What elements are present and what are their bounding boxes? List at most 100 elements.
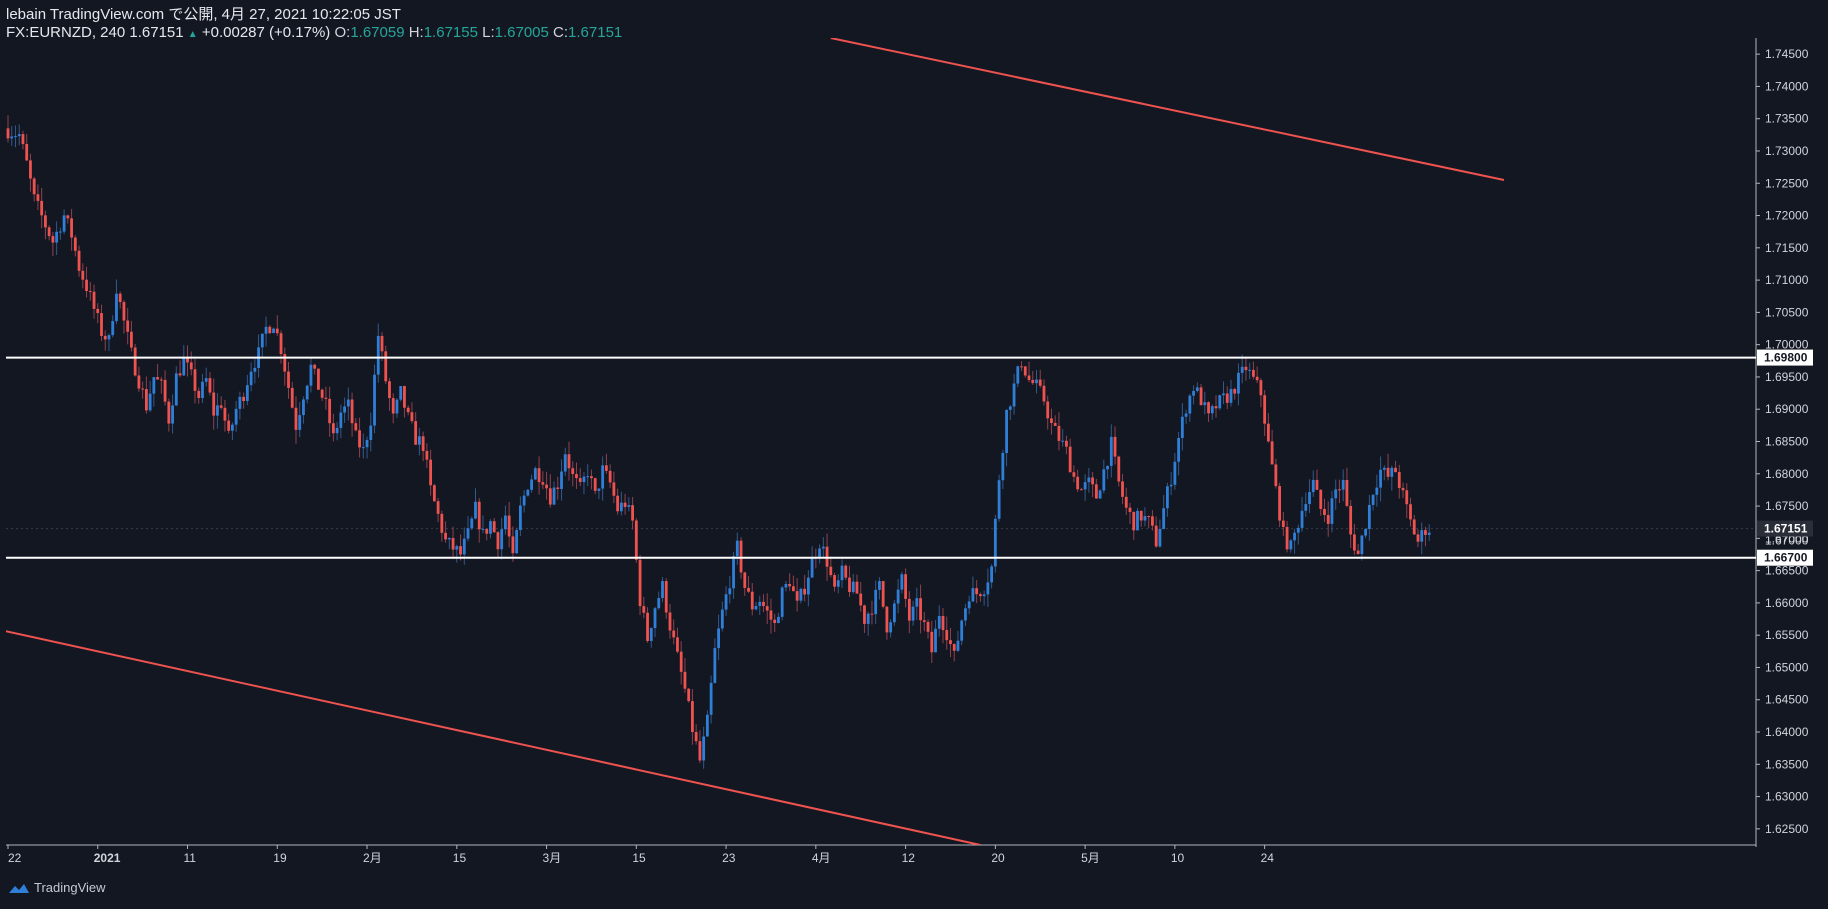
- candle-body: [1210, 406, 1214, 414]
- candle-body: [777, 616, 780, 624]
- candle-body: [526, 489, 530, 496]
- candle-body: [335, 427, 339, 434]
- candle-body: [922, 620, 926, 622]
- candle-body: [1192, 390, 1195, 396]
- candle-body: [92, 291, 96, 309]
- candle: [388, 377, 391, 411]
- candle: [1020, 361, 1023, 372]
- candle-body: [260, 333, 264, 348]
- candle: [485, 528, 489, 541]
- candle: [421, 431, 425, 462]
- x-tick-label: 22: [8, 851, 22, 865]
- candle-body: [713, 648, 717, 683]
- candle: [612, 471, 616, 504]
- candle: [855, 574, 859, 594]
- candle: [803, 574, 807, 602]
- candle-body: [81, 270, 85, 280]
- level-price-label: 1.69800: [1764, 351, 1808, 365]
- level-price-label-bg: [1757, 549, 1813, 566]
- candle-body: [1266, 423, 1270, 442]
- candle-body: [956, 640, 960, 651]
- candle-body: [1427, 532, 1431, 535]
- candle: [197, 387, 201, 404]
- candle: [167, 398, 171, 432]
- candle-body: [866, 613, 870, 624]
- candle-body: [1259, 380, 1263, 396]
- candle: [10, 126, 14, 146]
- candle-body: [967, 601, 971, 609]
- candle: [1424, 526, 1427, 547]
- candle: [118, 291, 122, 309]
- candle: [410, 402, 414, 424]
- candle: [979, 592, 982, 602]
- candle-body: [388, 381, 391, 399]
- candle-body: [1188, 395, 1192, 414]
- candle-body: [739, 540, 743, 573]
- candle-body: [395, 399, 399, 414]
- candle: [1180, 403, 1184, 451]
- candle-body: [1065, 440, 1068, 447]
- candle-body: [1330, 498, 1334, 524]
- candle: [231, 422, 234, 441]
- candle: [1031, 371, 1035, 385]
- candle: [1109, 424, 1113, 478]
- candle-body: [507, 515, 511, 537]
- candle: [1263, 390, 1267, 437]
- candle: [1188, 393, 1192, 422]
- candle-body: [238, 396, 242, 409]
- candle: [1233, 387, 1237, 400]
- candle-body: [758, 601, 762, 606]
- candle: [937, 605, 941, 637]
- candle: [619, 491, 623, 516]
- candle: [1289, 538, 1293, 553]
- candle-body: [272, 328, 275, 334]
- candle-body: [51, 236, 55, 243]
- candle-body: [171, 405, 174, 424]
- candle-body: [522, 495, 526, 506]
- candle: [840, 559, 844, 589]
- candle: [792, 575, 795, 592]
- candle-body: [174, 373, 178, 406]
- candle-body: [107, 335, 111, 340]
- candle-body: [870, 613, 874, 615]
- candle-body: [915, 598, 919, 607]
- candle-body: [649, 628, 653, 641]
- candle: [1356, 544, 1360, 555]
- candle-body: [462, 538, 466, 555]
- candle: [219, 396, 223, 410]
- candle-body: [851, 581, 855, 593]
- candle-body: [418, 436, 421, 445]
- candle: [137, 366, 141, 392]
- candle-body: [1424, 530, 1427, 535]
- candle-body: [1270, 441, 1274, 465]
- candle-body: [361, 447, 365, 449]
- candle: [234, 400, 238, 432]
- candle-body: [1128, 507, 1132, 512]
- candle-body: [294, 407, 298, 430]
- candle: [881, 581, 885, 609]
- symbol-label[interactable]: FX:EURNZD, 240: [6, 24, 126, 41]
- candle: [1106, 465, 1109, 480]
- candle-body: [1195, 387, 1199, 391]
- candle: [40, 187, 44, 229]
- candle-body: [313, 364, 317, 369]
- candle-body: [440, 513, 444, 533]
- candle-body: [1382, 467, 1386, 470]
- candle: [462, 527, 466, 565]
- candle: [1225, 386, 1229, 410]
- candle: [1035, 370, 1038, 394]
- candle-body: [1008, 406, 1012, 410]
- open-value: 1.67059: [350, 24, 405, 41]
- candle-body: [1158, 528, 1162, 547]
- candle-body: [769, 610, 773, 620]
- candle: [391, 393, 395, 424]
- candle-body: [137, 375, 141, 389]
- x-tick-label: 5月: [1081, 851, 1100, 865]
- candle-body: [1289, 540, 1293, 550]
- candle-body: [21, 134, 25, 145]
- candle-body: [152, 377, 156, 394]
- candle: [107, 333, 111, 352]
- candle: [122, 300, 126, 334]
- candle-body: [159, 379, 163, 381]
